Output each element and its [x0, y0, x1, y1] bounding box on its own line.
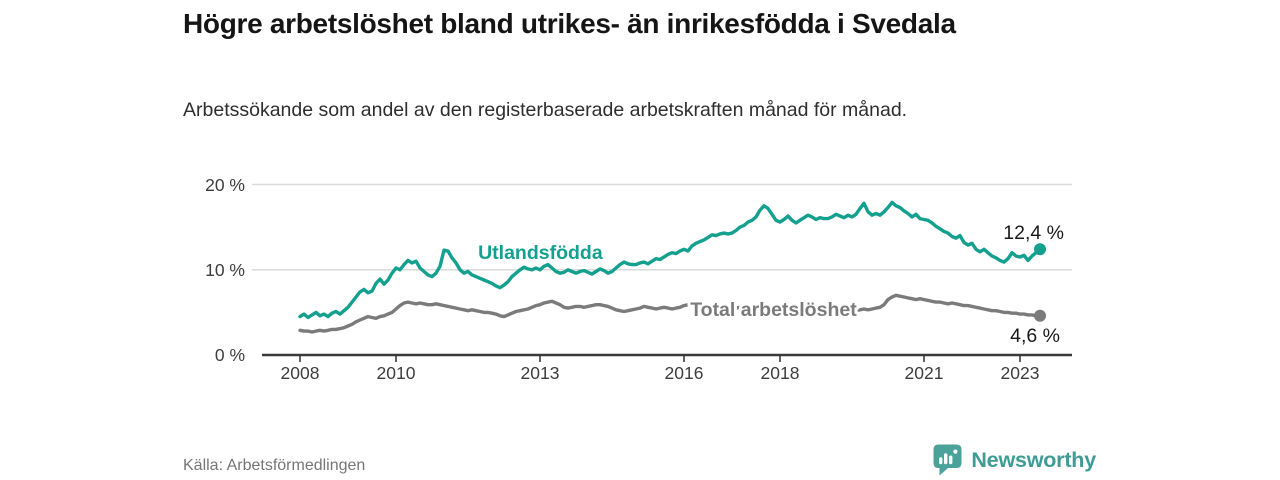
y-axis-label: 10 % — [205, 259, 245, 280]
chart-title: Högre arbetslöshet bland utrikes- än inr… — [183, 8, 956, 39]
x-axis-label: 2018 — [760, 363, 800, 383]
series-label-utlandsfodda: Utlandsfödda — [478, 242, 603, 264]
end-value-label-utlandsfodda: 12,4 % — [1003, 222, 1064, 245]
newsworthy-wordmark: Newsworthy — [971, 447, 1096, 472]
newsworthy-logo: Newsworthy — [933, 444, 1096, 476]
x-axis-label: 2008 — [280, 363, 320, 383]
series-line-total — [298, 293, 1042, 334]
end-value-label-total: 4,6 % — [1010, 324, 1060, 347]
series-end-dot — [1034, 309, 1046, 322]
y-axis-label: 0 % — [214, 345, 245, 365]
source-note: Källa: Arbetsförmedlingen — [183, 457, 366, 474]
plot-area: Utlandsfödda Total arbetslöshet — [252, 183, 1072, 362]
series-line-utlandsfodda — [298, 200, 1042, 320]
chart-subtitle: Arbetssökande som andel av den registerb… — [183, 99, 908, 121]
series-label-total: Total arbetslöshet — [690, 299, 857, 321]
series-end-dot — [1034, 243, 1046, 256]
x-axis-label: 2010 — [376, 363, 416, 383]
x-axis-label: 2023 — [1000, 363, 1040, 383]
x-axis-label: 2016 — [664, 363, 704, 383]
newsworthy-bar-chart-speech-bubble-icon — [933, 444, 962, 476]
x-axis-label: 2021 — [904, 363, 944, 383]
y-axis-label: 20 % — [205, 174, 245, 195]
x-axis-label: 2013 — [520, 363, 560, 383]
